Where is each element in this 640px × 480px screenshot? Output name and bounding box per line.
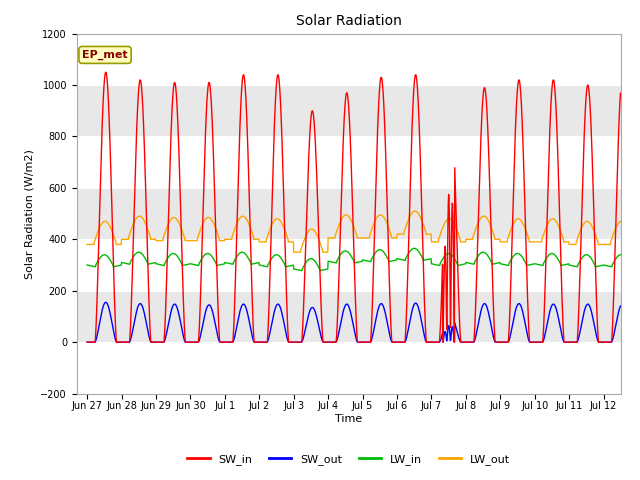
Title: Solar Radiation: Solar Radiation [296, 14, 402, 28]
Y-axis label: Solar Radiation (W/m2): Solar Radiation (W/m2) [25, 149, 35, 278]
SW_out [616, 303, 624, 309]
LW_out [179, 230, 187, 236]
LW_in [488, 259, 495, 264]
LW_in [410, 245, 418, 251]
SW_in [547, 119, 554, 124]
LW_in [189, 262, 196, 267]
LW_out [547, 217, 554, 223]
SW_out [83, 339, 91, 345]
Text: EP_met: EP_met [82, 50, 128, 60]
LW_in [616, 252, 624, 258]
LW_in [179, 263, 187, 268]
SW_out [547, 307, 554, 313]
SW_in [83, 339, 91, 345]
SW_in [286, 339, 294, 345]
LW_out [488, 225, 495, 230]
LW_out [189, 238, 196, 243]
SW_out [237, 304, 245, 310]
SW_out [487, 322, 495, 328]
Bar [77, 34, 621, 85]
Bar [77, 136, 621, 188]
LW_out [411, 208, 419, 214]
Bar [77, 240, 621, 291]
Line: SW_in: SW_in [87, 72, 620, 342]
SW_out [286, 339, 294, 345]
SW_in [487, 225, 495, 230]
LW_out [83, 241, 91, 247]
LW_out [290, 249, 298, 255]
X-axis label: Time: Time [335, 414, 362, 424]
LW_in [237, 250, 245, 255]
LW_out [237, 214, 245, 220]
Line: LW_in: LW_in [87, 248, 620, 271]
LW_out [285, 239, 293, 245]
Legend: SW_in, SW_out, LW_in, LW_out: SW_in, SW_out, LW_in, LW_out [183, 450, 515, 469]
Bar [77, 291, 621, 342]
SW_in [237, 91, 245, 97]
LW_in [83, 262, 91, 268]
SW_in [189, 339, 197, 345]
Bar [77, 342, 621, 394]
LW_in [547, 251, 554, 257]
Bar [77, 85, 621, 136]
LW_in [285, 263, 293, 269]
SW_out [179, 333, 187, 338]
LW_out [616, 219, 624, 225]
SW_in [179, 295, 187, 300]
SW_out [189, 339, 197, 345]
Bar [77, 188, 621, 240]
SW_in [102, 69, 109, 75]
SW_in [616, 90, 624, 96]
Line: SW_out: SW_out [87, 302, 620, 342]
SW_out [102, 300, 109, 305]
Line: LW_out: LW_out [87, 211, 620, 252]
LW_in [298, 268, 306, 274]
